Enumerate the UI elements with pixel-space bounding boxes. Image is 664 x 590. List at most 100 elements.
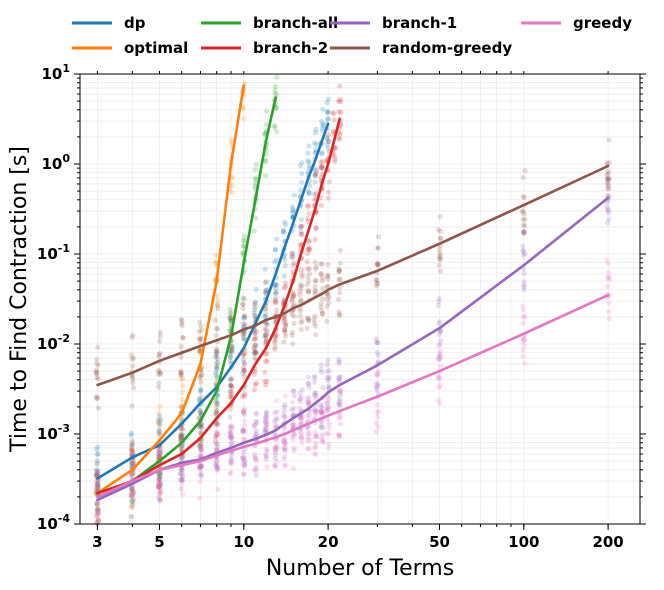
scatter-point-branch-1 <box>373 336 379 342</box>
scatter-point-branch-1 <box>227 414 233 421</box>
scatter-point-branch-all <box>213 400 219 406</box>
scatter-point-greedy <box>336 377 342 383</box>
scatter-point-greedy <box>298 430 305 437</box>
series-point-greedy <box>229 449 233 453</box>
scatter-point-branch-1 <box>273 415 280 421</box>
scatter-point-dp <box>297 163 304 169</box>
scatter-point-dp <box>227 348 233 354</box>
series-point-branch-all <box>215 389 218 393</box>
scatter-point-greedy <box>228 433 234 439</box>
scatter-point-greedy <box>274 458 280 464</box>
series-point-random-greedy <box>242 328 246 331</box>
scatter-point-branch-1 <box>606 216 612 222</box>
scatter-point-branch-2 <box>95 518 101 524</box>
scatter-point-optimal <box>214 298 221 304</box>
scatter-point-random-greedy <box>93 370 99 376</box>
series-point-random-greedy <box>229 334 233 337</box>
scatter-point-dp <box>319 118 325 124</box>
scatter-point-branch-1 <box>242 461 248 468</box>
scatter-point-random-greedy <box>252 347 258 353</box>
legend-label-optimal: optimal <box>124 39 188 57</box>
scatter-point-branch-all <box>158 481 164 487</box>
scatter-point-optimal <box>155 419 161 425</box>
scatter-point-branch-1 <box>129 473 135 479</box>
scatter-point-greedy <box>326 396 332 402</box>
scatter-point-dp <box>156 475 163 482</box>
scatter-point-greedy <box>435 374 441 380</box>
scatter-point-random-greedy <box>306 278 312 285</box>
scatter-point-branch-2 <box>156 484 162 490</box>
scatter-point-random-greedy <box>298 297 304 303</box>
scatter-point-branch-all <box>94 506 100 512</box>
scatter-point-greedy <box>435 356 441 362</box>
scatter-point-branch-2 <box>156 479 162 485</box>
scatter-point-greedy <box>252 421 258 427</box>
scatter-point-greedy <box>522 360 528 367</box>
scatter-point-random-greedy <box>240 301 246 307</box>
scatter-point-branch-1 <box>253 419 260 426</box>
series-point-branch-all <box>264 139 268 143</box>
scatter-point-greedy <box>130 496 136 503</box>
scatter-point-greedy <box>178 455 184 462</box>
scatter-point-random-greedy <box>319 311 326 317</box>
scatter-point-greedy <box>313 440 319 446</box>
scatter-point-branch-1 <box>282 426 288 432</box>
scatter-point-branch-all <box>252 183 258 189</box>
scatter-point-random-greedy <box>336 268 343 274</box>
scatter-point-greedy <box>313 433 320 439</box>
scatter-point-greedy <box>155 481 161 487</box>
scatter-point-branch-1 <box>271 418 278 424</box>
scatter-point-branch-1 <box>436 298 442 305</box>
scatter-point-branch-2 <box>319 158 326 165</box>
scatter-point-branch-1 <box>312 390 318 396</box>
scatter-point-branch-2 <box>156 454 162 460</box>
scatter-point-random-greedy <box>240 331 246 337</box>
scatter-point-branch-2 <box>252 350 258 356</box>
scatter-point-branch-2 <box>289 296 295 303</box>
scatter-point-random-greedy <box>520 208 526 214</box>
scatter-point-branch-1 <box>198 463 204 470</box>
scatter-point-random-greedy <box>155 371 161 378</box>
scatter-point-dp <box>272 259 278 265</box>
scatter-point-branch-all <box>214 362 220 369</box>
scatter-point-branch-1 <box>157 491 163 497</box>
scatter-point-branch-2 <box>227 382 234 388</box>
scatter-point-branch-1 <box>306 412 312 418</box>
scatter-point-dp <box>241 315 247 321</box>
scatter-point-greedy <box>272 462 278 468</box>
scatter-point-dp <box>262 313 268 320</box>
scatter-point-greedy <box>306 416 312 422</box>
scatter-point-greedy <box>605 283 611 290</box>
scatter-point-greedy <box>214 465 220 471</box>
series-point-random-greedy <box>96 383 99 387</box>
scatter-point-random-greedy <box>326 294 332 301</box>
scatter-point-branch-1 <box>318 369 325 375</box>
scatter-point-branch-2 <box>306 237 312 244</box>
series-point-greedy <box>283 432 286 436</box>
series-point-branch-2 <box>180 452 183 456</box>
scatter-point-greedy <box>240 455 246 462</box>
scatter-point-branch-2 <box>331 153 337 159</box>
scatter-point-branch-1 <box>606 210 612 216</box>
scatter-point-branch-1 <box>320 411 326 417</box>
scatter-point-greedy <box>273 446 280 452</box>
scatter-point-random-greedy <box>375 261 381 267</box>
scatter-point-branch-1 <box>251 452 258 458</box>
scatter-point-branch-1 <box>320 425 326 431</box>
scatter-point-branch-2 <box>325 132 332 138</box>
scatter-point-random-greedy <box>320 310 326 317</box>
scatter-point-branch-1 <box>297 395 303 402</box>
scatter-point-random-greedy <box>212 317 219 323</box>
scatter-point-random-greedy <box>252 350 258 356</box>
scatter-point-dp <box>228 377 234 383</box>
scatter-point-random-greedy <box>262 332 268 339</box>
scatter-point-branch-2 <box>306 239 312 245</box>
series-point-branch-1 <box>180 461 183 464</box>
series-point-branch-2 <box>314 207 317 210</box>
scatter-point-greedy <box>253 411 259 417</box>
scatter-point-random-greedy <box>318 270 324 277</box>
scatter-point-branch-1 <box>291 447 297 453</box>
scatter-point-dp <box>253 334 259 340</box>
scatter-point-branch-1 <box>318 403 324 409</box>
series-point-random-greedy <box>314 296 317 299</box>
